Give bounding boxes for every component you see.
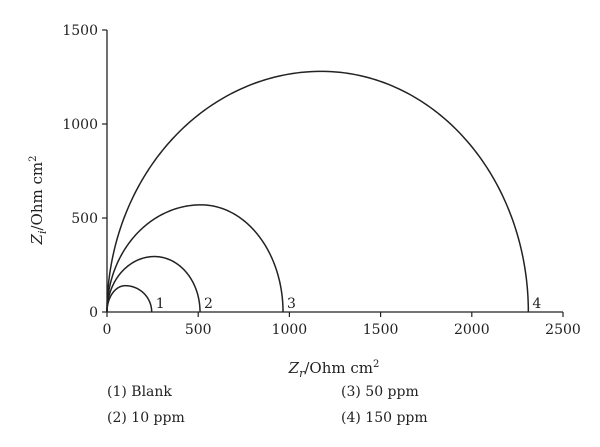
x-tick-label: 0: [103, 322, 112, 338]
curve-labels: 1 2 3 4: [156, 296, 542, 312]
y-tick-label: 1500: [62, 23, 98, 39]
curve-label-4: 4: [532, 296, 541, 312]
x-tick-label: 1000: [272, 322, 308, 338]
legend-entry-4: (4) 150 ppm: [341, 410, 428, 426]
series-curve-2: [106, 255, 201, 313]
y-tick-label: 500: [71, 211, 98, 227]
curve-label-2: 2: [204, 296, 213, 312]
curve-label-1: 1: [156, 296, 165, 312]
legend: (1) Blank (2) 10 ppm (3) 50 ppm (4) 150 …: [107, 384, 428, 426]
curves: [106, 70, 530, 313]
series-curve-4: [106, 70, 530, 313]
axes: 0 500 1000 1500 2000 2500 0 500 1000 1500: [62, 23, 580, 338]
x-axis-title: Zr/Ohm cm2: [288, 359, 380, 380]
legend-entry-3: (3) 50 ppm: [341, 384, 419, 400]
legend-entry-1: (1) Blank: [107, 384, 172, 400]
y-tick-label: 0: [89, 305, 98, 321]
x-tick-label: 500: [185, 322, 212, 338]
y-tick-label: 1000: [62, 117, 98, 133]
series-curve-1: [106, 284, 153, 313]
curve-label-3: 3: [287, 296, 296, 312]
x-tick-label: 2000: [454, 322, 490, 338]
x-tick-label: 2500: [545, 322, 581, 338]
x-tick-label: 1500: [363, 322, 399, 338]
y-axis-title: Zi/Ohm cm2: [28, 156, 49, 246]
legend-entry-2: (2) 10 ppm: [107, 410, 185, 426]
series-curve-3: [106, 204, 284, 313]
